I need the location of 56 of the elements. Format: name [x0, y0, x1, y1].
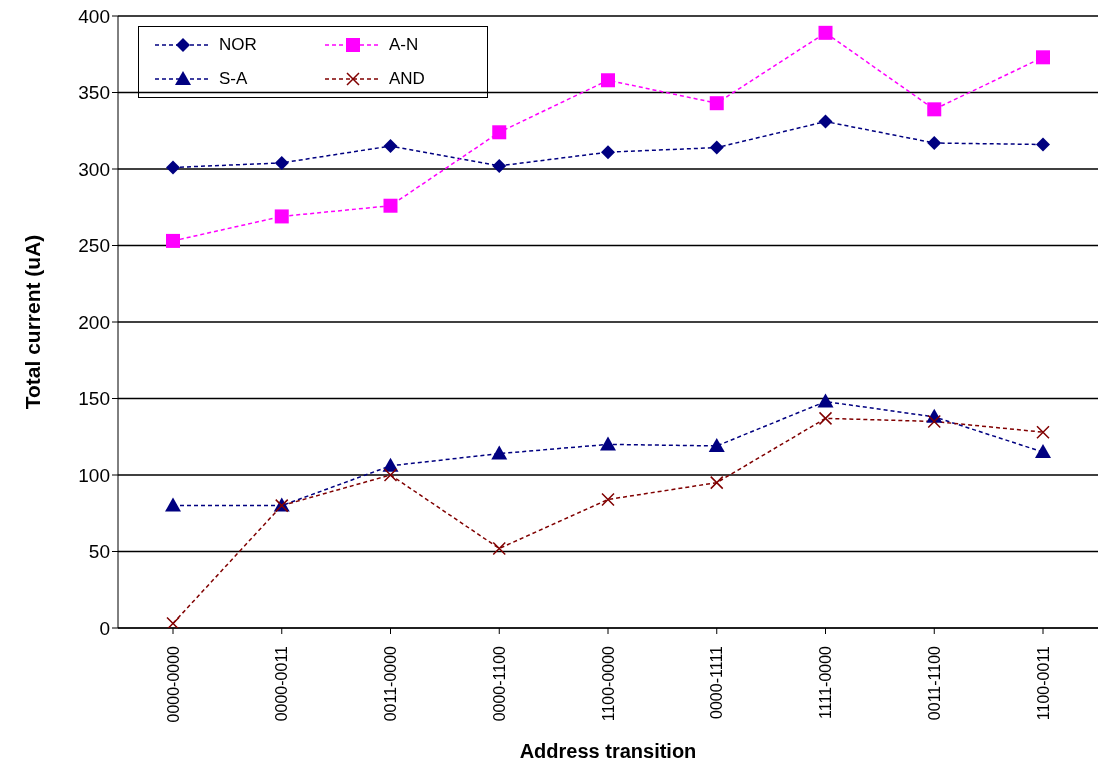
- point: [383, 139, 398, 154]
- point: [927, 414, 941, 429]
- x-tick-label: 1111-0000: [817, 645, 834, 719]
- point: [818, 411, 833, 426]
- point: [818, 25, 833, 40]
- legend-label: AND: [389, 69, 425, 89]
- y-axis-title: Total current (uA): [21, 234, 45, 410]
- y-tick-label: 200: [78, 311, 110, 333]
- x-tick-label: 0011-0000: [382, 645, 399, 722]
- point: [601, 73, 615, 88]
- x-tick-label: 0000-1111: [708, 645, 726, 719]
- point: [1035, 444, 1051, 459]
- point: [600, 436, 616, 451]
- y-tick-label: 150: [78, 388, 110, 410]
- legend-label: S-A: [219, 69, 248, 89]
- y-tick-label: 50: [88, 541, 110, 563]
- point: [491, 445, 508, 460]
- point: [708, 437, 725, 452]
- point: [166, 233, 180, 248]
- x-tick-label: 0000-0000: [164, 645, 182, 723]
- y-tick-label: 100: [78, 464, 110, 486]
- y-tick-label: 350: [78, 82, 110, 104]
- point: [166, 616, 180, 628]
- point: [383, 198, 398, 213]
- x-tick-label: 1100-0011: [1034, 645, 1052, 721]
- point: [818, 114, 833, 129]
- point: [927, 102, 942, 117]
- x-tick-label: 1100-0000: [599, 645, 617, 722]
- point: [492, 158, 507, 173]
- point: [274, 209, 289, 224]
- point: [709, 96, 724, 111]
- point: [1036, 50, 1050, 65]
- point: [601, 492, 615, 507]
- point: [165, 497, 181, 512]
- point: [166, 160, 180, 175]
- point: [927, 135, 942, 150]
- point: [492, 541, 506, 556]
- y-tick-label: 300: [78, 158, 110, 180]
- point: [492, 125, 507, 140]
- x-axis-title: Address transition: [519, 740, 697, 762]
- point: [817, 393, 834, 408]
- x-tick-label: 0000-0011: [273, 645, 291, 722]
- point: [383, 468, 398, 482]
- point: [1036, 425, 1050, 439]
- y-tick-label: 250: [78, 235, 110, 257]
- y-tick-label: 400: [78, 5, 110, 27]
- point: [274, 155, 289, 170]
- point: [710, 475, 724, 490]
- legend-label: NOR: [219, 35, 257, 55]
- point: [1036, 137, 1050, 152]
- legend-label: A-N: [389, 35, 419, 55]
- point: [601, 145, 615, 160]
- x-tick-label: 0011-1100: [925, 645, 943, 721]
- y-tick-label: 0: [99, 617, 110, 639]
- point: [709, 140, 724, 155]
- x-tick-label: 0000-1100: [490, 645, 508, 722]
